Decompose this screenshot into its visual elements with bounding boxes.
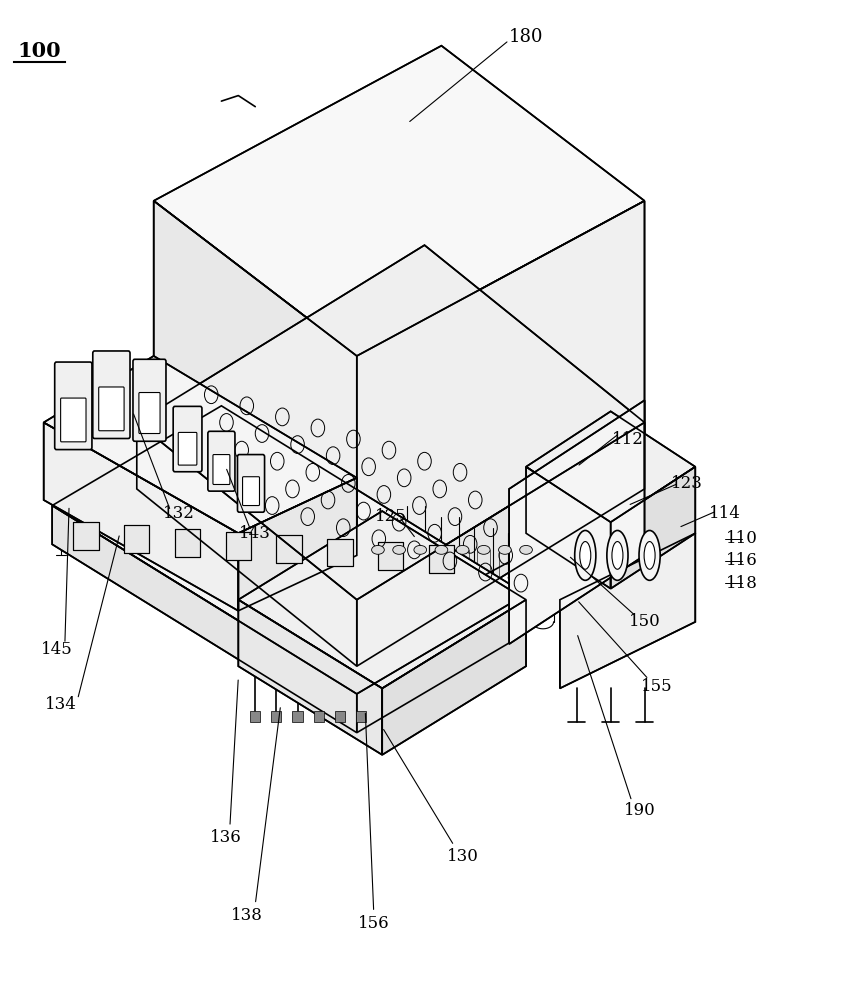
Text: 150: 150 [628, 613, 661, 630]
Text: 180: 180 [509, 28, 543, 46]
Text: 112: 112 [611, 431, 644, 448]
Text: 155: 155 [641, 678, 673, 695]
Bar [293, 711, 302, 722]
Polygon shape [429, 545, 454, 573]
Polygon shape [175, 529, 200, 557]
Ellipse shape [435, 545, 447, 554]
FancyBboxPatch shape [60, 398, 86, 442]
Polygon shape [52, 406, 526, 694]
Text: 114: 114 [709, 505, 741, 522]
Ellipse shape [393, 545, 406, 554]
Ellipse shape [644, 542, 655, 569]
Text: 138: 138 [231, 907, 262, 924]
Bar [250, 711, 261, 722]
Polygon shape [137, 422, 357, 666]
Polygon shape [526, 411, 695, 522]
Text: 116: 116 [726, 552, 757, 569]
FancyBboxPatch shape [98, 387, 124, 431]
FancyBboxPatch shape [54, 362, 92, 450]
Polygon shape [124, 525, 149, 553]
Polygon shape [73, 522, 98, 550]
Polygon shape [43, 422, 239, 611]
Polygon shape [154, 201, 357, 644]
Polygon shape [357, 594, 526, 733]
FancyBboxPatch shape [173, 406, 202, 472]
Polygon shape [610, 467, 695, 589]
Polygon shape [559, 533, 695, 688]
FancyBboxPatch shape [133, 359, 166, 441]
Text: 136: 136 [210, 829, 241, 846]
Polygon shape [357, 422, 644, 666]
Polygon shape [239, 511, 526, 688]
Ellipse shape [520, 545, 532, 554]
Text: 123: 123 [671, 475, 703, 492]
Ellipse shape [639, 530, 661, 580]
Text: 145: 145 [41, 641, 72, 658]
Polygon shape [43, 356, 357, 533]
Ellipse shape [580, 542, 591, 569]
Text: 132: 132 [163, 505, 195, 522]
Text: 190: 190 [624, 802, 656, 819]
Text: 134: 134 [45, 696, 76, 713]
Polygon shape [509, 400, 644, 644]
Polygon shape [526, 467, 610, 589]
Bar [335, 711, 345, 722]
Text: 156: 156 [358, 915, 390, 932]
Text: 100: 100 [18, 41, 61, 61]
Ellipse shape [498, 545, 511, 554]
FancyBboxPatch shape [243, 477, 260, 506]
Ellipse shape [372, 545, 385, 554]
Ellipse shape [575, 530, 596, 580]
Ellipse shape [612, 542, 623, 569]
Bar [272, 711, 282, 722]
FancyBboxPatch shape [139, 393, 160, 434]
Bar [356, 711, 366, 722]
FancyBboxPatch shape [93, 351, 130, 439]
Text: 110: 110 [726, 530, 758, 547]
Polygon shape [52, 506, 357, 733]
Polygon shape [277, 535, 301, 563]
FancyBboxPatch shape [238, 455, 265, 512]
Polygon shape [382, 600, 526, 755]
Ellipse shape [607, 530, 628, 580]
Polygon shape [226, 532, 251, 560]
Polygon shape [357, 201, 644, 644]
FancyBboxPatch shape [178, 432, 197, 465]
Text: 125: 125 [374, 508, 407, 525]
Text: 143: 143 [239, 525, 271, 542]
Text: 118: 118 [726, 575, 758, 592]
Bar [313, 711, 323, 722]
Polygon shape [327, 539, 352, 566]
Polygon shape [239, 600, 382, 755]
Polygon shape [154, 46, 644, 356]
Ellipse shape [477, 545, 490, 554]
Ellipse shape [414, 545, 426, 554]
Polygon shape [239, 478, 357, 611]
FancyBboxPatch shape [208, 431, 235, 491]
FancyBboxPatch shape [213, 455, 230, 484]
Polygon shape [137, 245, 644, 600]
Polygon shape [378, 542, 403, 570]
Text: 130: 130 [447, 848, 479, 865]
Ellipse shape [456, 545, 469, 554]
